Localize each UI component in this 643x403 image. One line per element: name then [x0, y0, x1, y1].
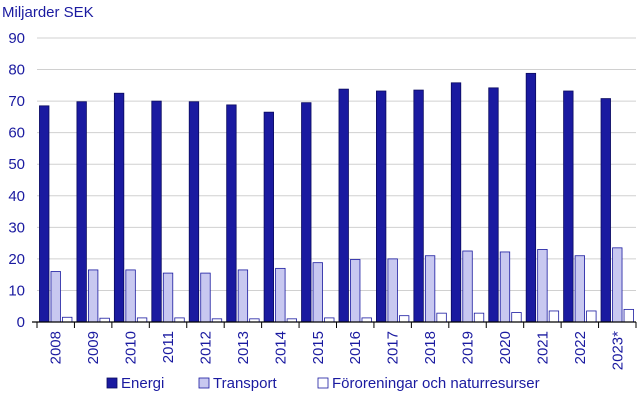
bar-energi-2022 — [563, 90, 574, 323]
bar-transport-2019 — [462, 250, 473, 323]
x-tick-2015: 2015 — [310, 331, 327, 364]
bar-transport-2017 — [387, 258, 398, 323]
y-tick-40: 40 — [8, 188, 25, 205]
x-tick-2018: 2018 — [422, 331, 439, 364]
bar-fororeningar-2008 — [62, 316, 73, 323]
y-tick-0: 0 — [17, 314, 25, 331]
bar-transport-2012 — [200, 272, 211, 323]
legend-label-transport: Transport — [213, 375, 277, 392]
bar-transport-2023* — [612, 247, 623, 323]
y-tick-10: 10 — [8, 282, 25, 299]
x-tick-2017: 2017 — [385, 331, 402, 364]
y-tick-70: 70 — [8, 93, 25, 110]
bar-energi-2017 — [376, 90, 387, 323]
bar-fororeningar-2017 — [399, 315, 410, 323]
y-axis-title: Miljarder SEK — [2, 4, 94, 21]
x-tick-labels: 2008 2009 2010 2011 2012 2013 2014 2015 2016 2017… — [48, 331, 627, 370]
x-tick-2011: 2011 — [160, 331, 177, 363]
bar-transport-2018 — [424, 255, 436, 323]
x-tick-2023*: 2023* — [609, 331, 626, 370]
bar-energi-2018 — [413, 89, 424, 323]
bar-energi-2015 — [301, 102, 312, 323]
bar-fororeningar-2018 — [436, 312, 447, 323]
x-tick-2010: 2010 — [123, 331, 140, 364]
x-tick-2016: 2016 — [347, 331, 364, 364]
x-tick-2008: 2008 — [48, 331, 65, 364]
gridlines — [37, 37, 636, 291]
x-tick-2014: 2014 — [272, 331, 289, 364]
bar-fororeningar-2022 — [586, 310, 597, 323]
x-axis — [32, 321, 637, 328]
bars — [39, 72, 634, 323]
y-tick-labels: 0 10 20 30 40 50 60 70 80 90 — [8, 30, 25, 331]
legend-swatch-transport — [198, 377, 210, 389]
bar-energi-2012 — [188, 101, 200, 323]
bar-energi-2011 — [151, 100, 162, 323]
bar-fororeningar-2021 — [548, 310, 560, 323]
y-tick-20: 20 — [8, 251, 25, 268]
legend-label-fororeningar: Föroreningar och naturresurser — [332, 375, 540, 392]
bar-fororeningar-2023* — [623, 308, 634, 323]
x-tick-2019: 2019 — [460, 331, 477, 364]
bar-transport-2009 — [88, 269, 99, 323]
bar-energi-2019 — [450, 82, 462, 323]
legend-swatch-fororeningar — [317, 377, 329, 389]
legend-swatch-energi — [106, 377, 118, 389]
x-tick-2020: 2020 — [497, 331, 514, 364]
bar-transport-2011 — [162, 272, 174, 323]
bar-transport-2008 — [50, 271, 61, 323]
bar-transport-2020 — [499, 251, 511, 323]
bar-energi-2014 — [263, 111, 274, 323]
bar-energi-2023* — [600, 98, 611, 323]
x-tick-2009: 2009 — [85, 331, 102, 364]
bar-energi-2016 — [338, 88, 349, 323]
legend-label-energi: Energi — [121, 375, 164, 392]
x-tick-2021: 2021 — [534, 331, 551, 364]
y-tick-60: 60 — [8, 125, 25, 142]
bar-transport-2022 — [574, 255, 585, 323]
bar-transport-2013 — [237, 269, 249, 323]
x-tick-2022: 2022 — [572, 331, 589, 364]
bar-fororeningar-2020 — [511, 312, 522, 323]
bar-energi-2013 — [226, 104, 237, 323]
bar-transport-2016 — [350, 259, 361, 323]
y-tick-80: 80 — [8, 62, 25, 79]
x-tick-2012: 2012 — [197, 331, 214, 364]
bar-transport-2021 — [537, 249, 548, 323]
y-tick-90: 90 — [8, 30, 25, 47]
bar-fororeningar-2010 — [136, 317, 148, 323]
bar-energi-2021 — [525, 72, 537, 323]
legend: Energi Transport Föroreningar och naturres… — [106, 375, 540, 392]
bar-transport-2014 — [275, 267, 286, 323]
bar-fororeningar-2016 — [361, 317, 372, 323]
bar-transport-2010 — [125, 269, 136, 323]
bar-fororeningar-2011 — [174, 317, 185, 323]
y-tick-50: 50 — [8, 156, 25, 173]
bar-energi-2010 — [113, 92, 125, 323]
bar-fororeningar-2019 — [473, 312, 485, 323]
bar-transport-2015 — [312, 262, 323, 323]
bar-fororeningar-2015 — [324, 317, 335, 323]
bar-energi-2009 — [76, 101, 87, 323]
bar-energi-2008 — [39, 105, 50, 323]
x-tick-2013: 2013 — [235, 331, 252, 364]
bar-energi-2020 — [488, 87, 499, 323]
y-tick-30: 30 — [8, 219, 25, 236]
